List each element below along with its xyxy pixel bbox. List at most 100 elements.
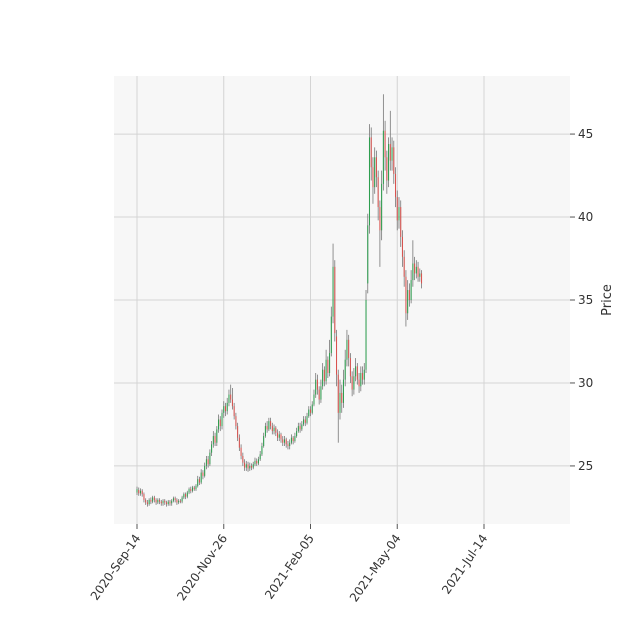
candle [303,416,305,427]
candle-body [365,300,367,370]
candle-body [313,394,315,405]
candle [179,499,181,504]
y-tick-label: 25 [578,459,593,473]
candle-body [349,358,351,377]
candle [337,369,339,443]
candle-body [183,494,185,498]
candle-body [237,426,239,438]
candle-body [332,266,334,317]
candle-body [191,487,194,491]
candle [339,379,341,420]
candle-body [292,437,294,442]
candle-body [289,442,291,447]
candle-body [250,465,253,468]
candle [360,366,362,392]
candle [296,427,298,438]
candle-body [400,207,402,237]
candle [209,449,211,466]
candle [250,463,253,471]
candle [389,110,391,171]
candle-body [393,147,395,174]
candle [398,197,400,229]
candle-body [185,494,187,497]
candles [136,94,423,507]
x-tick-label: 2021-May-04 [347,532,404,605]
candle [355,358,357,382]
candle-body [339,392,341,413]
candle [393,140,395,184]
candle-body [341,392,343,403]
candle [138,487,140,496]
candle-body [275,427,277,433]
candle [228,389,230,407]
candle-body [209,452,211,465]
candle [257,456,259,466]
candle-body [384,130,386,158]
candle [152,495,154,504]
candle [349,353,351,383]
candle-body [377,177,379,208]
candle-body [169,501,171,504]
candle-body [141,490,143,495]
candle [318,386,320,405]
candle [146,499,148,507]
candle-body [247,464,249,469]
candle-body [178,500,180,503]
candle [240,444,242,460]
candle-body [270,421,272,427]
candle-body [362,373,364,380]
candle-body [221,412,223,427]
x-tick-label: 2020-Sep-14 [88,532,144,603]
candle [145,498,147,505]
candle [150,497,152,505]
candle [368,124,371,234]
candle-body [277,432,279,438]
candle [391,137,393,171]
candle [139,488,141,496]
candle-body [344,359,346,380]
candle-body [303,419,305,425]
candle-body [159,499,161,502]
candle-body [186,492,188,497]
candle-body [219,419,221,427]
candle [223,401,225,418]
candle-body [391,147,393,161]
candle [394,167,397,208]
candle [172,496,174,503]
candle [211,441,213,456]
candle-body [408,290,410,300]
candle [162,499,164,506]
candle-body [139,490,141,494]
candle [277,429,279,442]
candle-body [150,499,152,502]
candle [325,349,327,385]
candle-body [216,429,218,443]
candle-body [414,263,416,274]
candle-body [261,446,263,455]
candle [143,492,145,503]
candle-body [315,379,317,395]
candle-body [244,462,246,468]
candle [214,432,216,447]
candle-body [152,497,154,502]
candle [403,250,405,287]
candle [247,461,249,472]
candle [249,462,251,471]
candle [370,127,372,181]
candle [289,439,291,450]
candle-body [207,459,209,465]
candle [153,495,155,503]
candle [346,329,348,367]
candle-body [368,137,371,226]
y-axis-label: Price [600,284,615,316]
candle [190,486,192,494]
candle [396,190,398,231]
candle [270,417,272,430]
candle [306,412,308,425]
candle-body [394,173,397,198]
x-tick-label: 2020-Nov-26 [174,532,230,604]
candle [237,422,239,442]
candle [263,432,265,448]
